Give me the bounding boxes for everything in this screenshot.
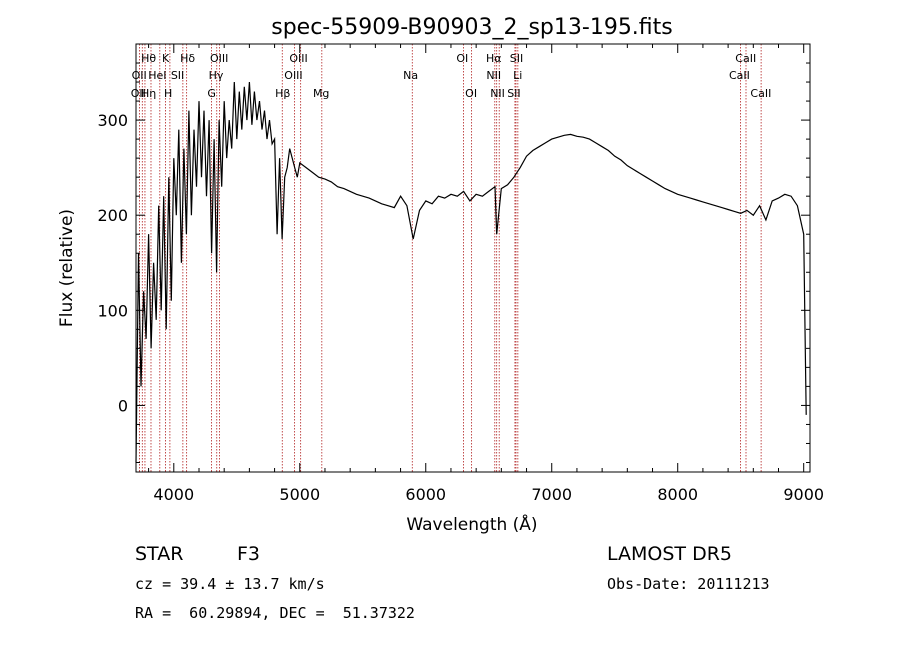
line-label: OII bbox=[132, 69, 147, 82]
line-label: HeI bbox=[148, 69, 166, 82]
line-label: OIII bbox=[289, 52, 307, 65]
y-tick-label: 100 bbox=[97, 301, 128, 320]
line-label: CaII bbox=[729, 69, 750, 82]
line-label: SII bbox=[510, 52, 523, 65]
line-label: OIII bbox=[284, 69, 302, 82]
x-tick-label: 7000 bbox=[531, 485, 572, 504]
x-tick-label: 8000 bbox=[657, 485, 698, 504]
observation-date: Obs-Date: 20111213 bbox=[607, 575, 770, 593]
line-label: NII bbox=[490, 87, 505, 100]
line-label: CaII bbox=[735, 52, 756, 65]
sky-coordinates: RA = 60.29894, DEC = 51.37322 bbox=[135, 604, 415, 622]
survey-name: LAMOST DR5 bbox=[607, 543, 732, 565]
line-label: OII bbox=[131, 87, 146, 100]
line-label: Hβ bbox=[275, 87, 290, 100]
line-label: Hγ bbox=[209, 69, 224, 82]
chart-title: spec-55909-B90903_2_sp13-195.fits bbox=[271, 15, 673, 40]
line-label: Hα bbox=[486, 52, 502, 65]
spectrum-line bbox=[135, 81, 807, 463]
y-tick-label: 0 bbox=[118, 396, 128, 415]
line-label: NII bbox=[486, 69, 501, 82]
x-axis-label: Wavelength (Å) bbox=[406, 513, 537, 535]
line-label: Li bbox=[513, 69, 522, 82]
object-class: STAR bbox=[135, 543, 183, 565]
line-label: SII bbox=[171, 69, 184, 82]
y-tick-label: 300 bbox=[97, 111, 128, 130]
line-label: Na bbox=[403, 69, 418, 82]
emission-line-labels: Hθ K Hδ OIII OIII OI Hα SII CaII OII HeI SII Hγ OIII N… bbox=[131, 52, 772, 100]
line-label: Mg bbox=[313, 87, 329, 100]
line-label: SII bbox=[507, 87, 520, 100]
emission-line-markers bbox=[139, 44, 762, 472]
line-label: G bbox=[207, 87, 216, 100]
line-label: OI bbox=[465, 87, 477, 100]
line-label: CaII bbox=[750, 87, 771, 100]
redshift-velocity: cz = 39.4 ± 13.7 km/s bbox=[135, 575, 325, 593]
x-axis: 4000 5000 6000 7000 8000 9000 bbox=[148, 44, 824, 504]
line-label: Hθ bbox=[141, 52, 156, 65]
line-label: Hδ bbox=[180, 52, 195, 65]
line-label: K bbox=[162, 52, 170, 65]
plot-frame bbox=[135, 43, 811, 473]
x-tick-label: 4000 bbox=[153, 485, 194, 504]
x-tick-label: 6000 bbox=[405, 485, 446, 504]
line-label: OI bbox=[456, 52, 468, 65]
y-axis: 0 100 200 300 bbox=[97, 62, 810, 463]
y-axis-label: Flux (relative) bbox=[57, 209, 77, 327]
y-tick-label: 200 bbox=[97, 206, 128, 225]
line-label: OIII bbox=[210, 52, 228, 65]
line-label: H bbox=[164, 87, 172, 100]
line-label: Hη bbox=[141, 87, 156, 100]
x-tick-label: 9000 bbox=[783, 485, 824, 504]
object-subclass: F3 bbox=[237, 543, 260, 565]
x-tick-label: 5000 bbox=[279, 485, 320, 504]
